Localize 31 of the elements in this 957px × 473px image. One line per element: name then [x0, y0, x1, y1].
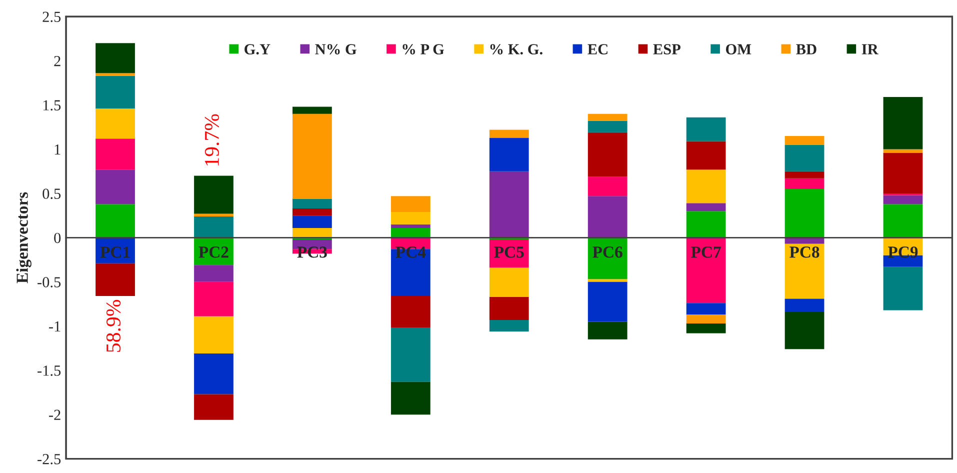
legend-label: IR [862, 44, 878, 54]
x-tick-label: PC4 [396, 246, 426, 258]
y-tick-label: -2.5 [38, 454, 61, 464]
y-axis-title: Eigenvectors [16, 192, 32, 284]
x-tick-label: PC2 [198, 246, 228, 258]
y-tick-label: 2 [54, 56, 60, 66]
x-tick-label: PC7 [691, 246, 721, 258]
x-tick-label: PC1 [100, 246, 130, 258]
x-tick-label: PC6 [592, 246, 622, 258]
annotation: 58.9% [106, 300, 121, 352]
y-tick-label: -1.5 [38, 366, 61, 376]
legend-label: G.Y [244, 44, 270, 54]
x-tick-label: PC5 [494, 246, 524, 258]
annotation: 19.7% [204, 114, 220, 166]
legend-label: ESP [653, 44, 680, 54]
y-tick-label: -0.5 [38, 277, 61, 288]
legend-label: OM [726, 44, 752, 54]
x-tick-label: PC9 [888, 246, 918, 258]
y-tick-label: -2 [49, 410, 60, 420]
legend-label: % P G [402, 44, 444, 54]
x-tick-label: PC8 [790, 246, 820, 258]
y-tick-label: 1 [54, 144, 60, 155]
legend-label: EC [588, 44, 608, 54]
y-tick-label: -1 [49, 321, 60, 332]
y-tick-label: 0.5 [42, 188, 61, 199]
y-tick-label: 0 [54, 232, 61, 244]
legend-label: BD [796, 44, 816, 54]
legend-label: N% G [315, 44, 356, 54]
legend-label: % K. G. [490, 44, 542, 54]
y-tick-label: 1.5 [43, 100, 61, 111]
y-tick-label: 2.5 [42, 12, 61, 22]
